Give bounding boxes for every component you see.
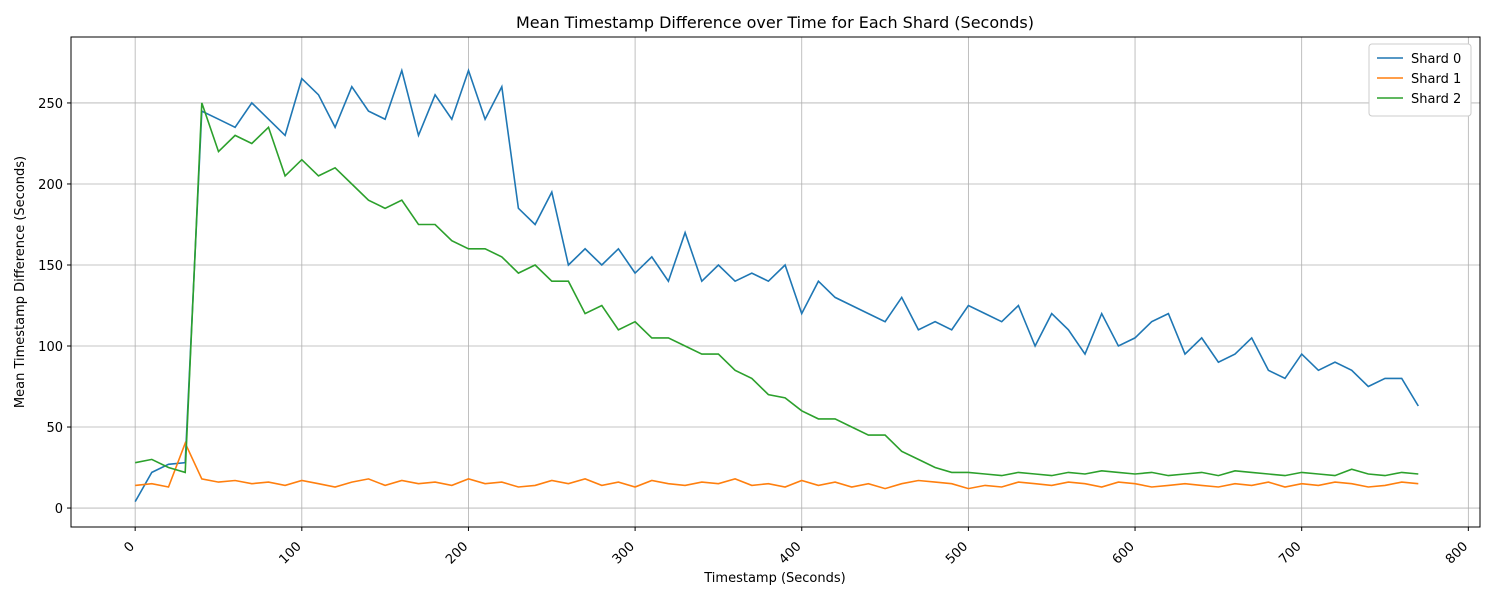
x-tick-label: 700 — [1276, 539, 1304, 567]
y-tick-label: 200 — [38, 178, 63, 193]
legend-label: Shard 1 — [1411, 72, 1461, 87]
series-line — [134, 67, 1419, 502]
series-line — [135, 441, 1419, 490]
y-tick-label: 0 — [55, 502, 63, 517]
y-tick-label: 150 — [38, 259, 63, 274]
x-tick-label: 400 — [776, 539, 804, 567]
y-tick-label: 100 — [38, 340, 63, 355]
y-tick-label: 250 — [38, 97, 63, 112]
chart-title: Mean Timestamp Difference over Time for … — [516, 13, 1034, 32]
x-tick-label: 600 — [1110, 539, 1138, 567]
x-tick-label: 100 — [276, 539, 304, 567]
plot-frame — [70, 36, 1481, 528]
y-axis-label: Mean Timestamp Difference (Seconds) — [13, 156, 28, 408]
x-tick-label: 0 — [122, 539, 138, 555]
legend-label: Shard 0 — [1411, 52, 1461, 67]
x-tick-label: 800 — [1443, 539, 1471, 567]
x-tick-label: 500 — [943, 539, 971, 567]
x-tick-label: 300 — [610, 539, 638, 567]
x-axis-label: Timestamp (Seconds) — [703, 571, 845, 586]
y-tick-label: 50 — [46, 421, 63, 436]
series-line — [135, 102, 1419, 477]
x-tick-label: 200 — [443, 539, 471, 567]
legend-label: Shard 2 — [1411, 92, 1461, 107]
